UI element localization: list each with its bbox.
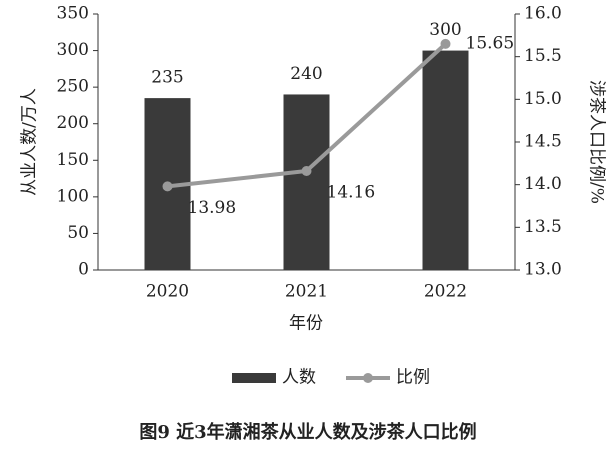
legend-swatch (363, 373, 373, 383)
y2-tick-label: 14.0 (524, 174, 562, 194)
line-point (301, 166, 312, 177)
data-label: 15.65 (466, 33, 515, 53)
legend-label: 人数 (282, 368, 316, 388)
x-tick-label: 2020 (146, 282, 189, 302)
line-point (162, 181, 173, 192)
x-axis-label: 年份 (289, 314, 323, 334)
legend-label: 比例 (396, 368, 430, 388)
y-tick-label: 350 (57, 4, 89, 24)
data-label: 14.16 (327, 183, 376, 203)
bar (283, 94, 330, 270)
y-tick-label: 200 (57, 113, 89, 133)
y2-tick-label: 13.0 (524, 260, 562, 280)
data-label: 240 (290, 64, 322, 84)
data-label: 300 (429, 20, 461, 40)
y-tick-label: 300 (57, 40, 89, 60)
y2-tick-label: 15.5 (524, 46, 562, 66)
y-tick-label: 0 (78, 260, 89, 280)
x-tick-label: 2021 (285, 282, 328, 302)
y-axis-label: 从业人数/万人 (20, 88, 40, 196)
y-tick-label: 250 (57, 77, 89, 97)
y-tick-label: 100 (57, 186, 89, 206)
y-tick-label: 150 (57, 150, 89, 170)
line-point (440, 38, 451, 49)
y-tick-label: 50 (67, 223, 89, 243)
y2-tick-label: 13.5 (524, 217, 562, 237)
y2-tick-label: 16.0 (524, 4, 562, 24)
data-label: 13.98 (188, 198, 237, 218)
y2-tick-label: 15.0 (524, 89, 562, 109)
legend-swatch (232, 373, 276, 383)
chart-title: 图9 近3年潇湘茶从业人数及涉茶人口比例 (139, 421, 476, 443)
y2-tick-label: 14.5 (524, 132, 562, 152)
x-tick-label: 2022 (424, 282, 467, 302)
bar (422, 50, 469, 271)
y2-axis-label: 涉茶人口比例/% (587, 80, 607, 204)
data-label: 235 (151, 68, 183, 88)
